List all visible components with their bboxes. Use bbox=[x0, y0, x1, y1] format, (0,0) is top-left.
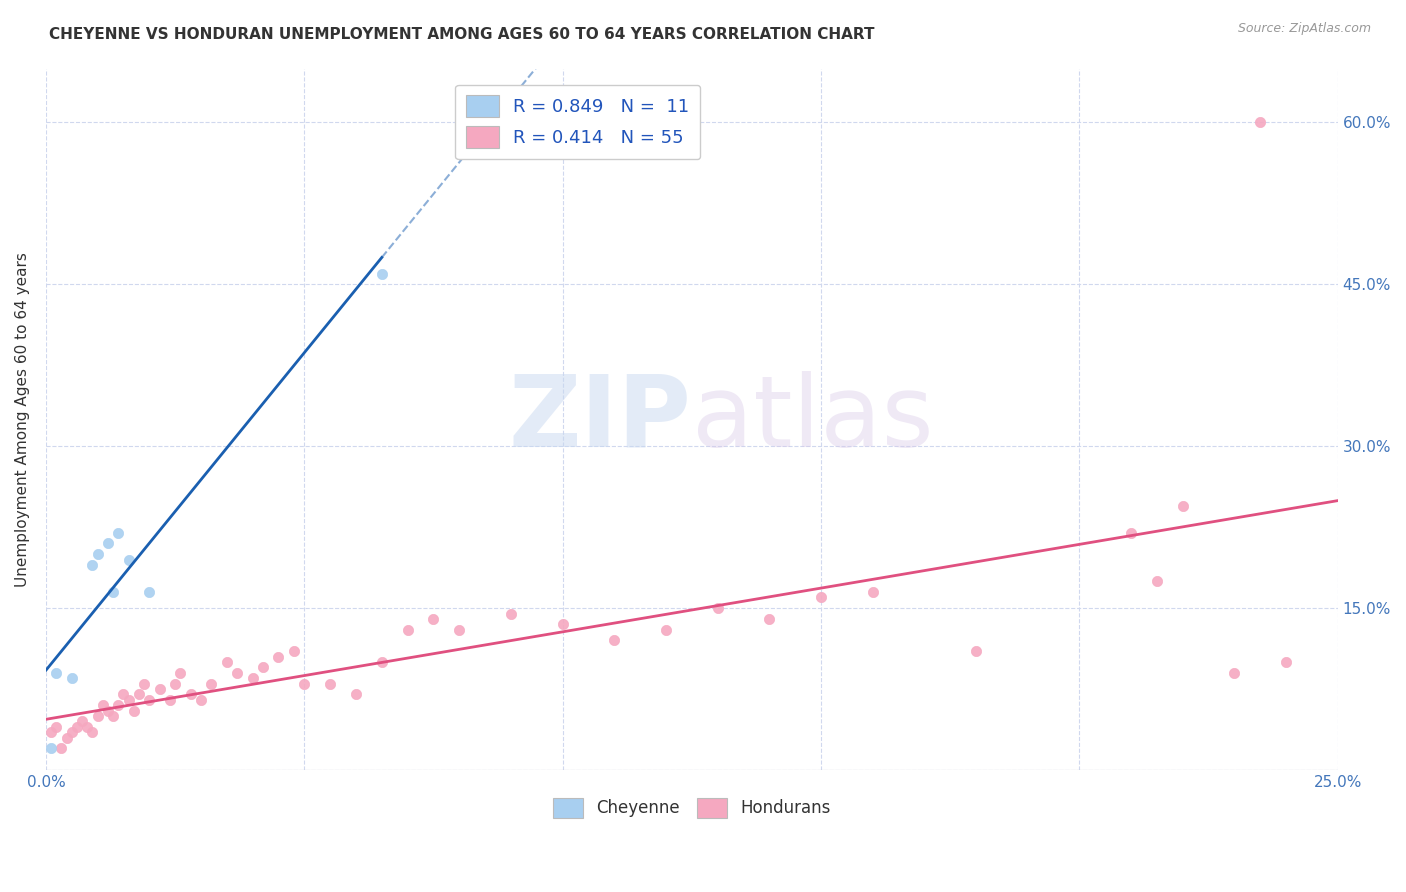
Point bbox=[165, 676, 187, 690]
Text: atlas: atlas bbox=[692, 371, 934, 467]
Y-axis label: Unemployment Among Ages 60 to 64 years: Unemployment Among Ages 60 to 64 years bbox=[15, 252, 30, 587]
Point bbox=[252, 660, 274, 674]
Point bbox=[499, 607, 522, 621]
Point bbox=[138, 693, 160, 707]
Point bbox=[706, 601, 728, 615]
Point bbox=[107, 525, 129, 540]
Point bbox=[169, 665, 191, 680]
Point bbox=[1171, 499, 1194, 513]
Point bbox=[319, 676, 342, 690]
Point bbox=[76, 720, 98, 734]
Point bbox=[107, 698, 129, 713]
Text: Source: ZipAtlas.com: Source: ZipAtlas.com bbox=[1237, 22, 1371, 36]
Point bbox=[242, 671, 264, 685]
Point bbox=[226, 665, 249, 680]
Point bbox=[66, 720, 89, 734]
Point bbox=[60, 725, 83, 739]
Point bbox=[82, 725, 104, 739]
Point bbox=[180, 688, 202, 702]
Point bbox=[655, 623, 678, 637]
Point bbox=[60, 671, 83, 685]
Point bbox=[138, 585, 160, 599]
Point bbox=[97, 704, 120, 718]
Point bbox=[449, 623, 471, 637]
Point bbox=[267, 649, 290, 664]
Point bbox=[45, 665, 67, 680]
Point bbox=[86, 547, 108, 561]
Point bbox=[117, 552, 139, 566]
Point bbox=[51, 741, 73, 756]
Point bbox=[97, 536, 120, 550]
Point bbox=[134, 676, 156, 690]
Point bbox=[551, 617, 574, 632]
Point bbox=[758, 612, 780, 626]
Point bbox=[112, 688, 135, 702]
Legend: Cheyenne, Hondurans: Cheyenne, Hondurans bbox=[547, 791, 837, 825]
Point bbox=[55, 731, 77, 745]
Text: ZIP: ZIP bbox=[509, 371, 692, 467]
Point bbox=[1275, 655, 1298, 669]
Point bbox=[159, 693, 181, 707]
Point bbox=[1249, 115, 1271, 129]
Point bbox=[190, 693, 212, 707]
Point bbox=[1146, 574, 1168, 589]
Point bbox=[292, 676, 315, 690]
Point bbox=[810, 591, 832, 605]
Point bbox=[149, 681, 172, 696]
Point bbox=[45, 720, 67, 734]
Point bbox=[371, 655, 394, 669]
Point bbox=[965, 644, 987, 658]
Point bbox=[371, 267, 394, 281]
Point bbox=[101, 585, 124, 599]
Point bbox=[82, 558, 104, 572]
Point bbox=[117, 693, 139, 707]
Point bbox=[122, 704, 145, 718]
Point bbox=[215, 655, 238, 669]
Point bbox=[1119, 525, 1142, 540]
Point bbox=[603, 633, 626, 648]
Point bbox=[200, 676, 222, 690]
Point bbox=[128, 688, 150, 702]
Point bbox=[396, 623, 419, 637]
Point bbox=[862, 585, 884, 599]
Point bbox=[91, 698, 114, 713]
Point bbox=[344, 688, 367, 702]
Point bbox=[39, 725, 62, 739]
Text: CHEYENNE VS HONDURAN UNEMPLOYMENT AMONG AGES 60 TO 64 YEARS CORRELATION CHART: CHEYENNE VS HONDURAN UNEMPLOYMENT AMONG … bbox=[49, 27, 875, 42]
Point bbox=[70, 714, 93, 729]
Point bbox=[101, 709, 124, 723]
Point bbox=[1223, 665, 1246, 680]
Point bbox=[422, 612, 444, 626]
Point bbox=[283, 644, 305, 658]
Point bbox=[39, 741, 62, 756]
Point bbox=[86, 709, 108, 723]
